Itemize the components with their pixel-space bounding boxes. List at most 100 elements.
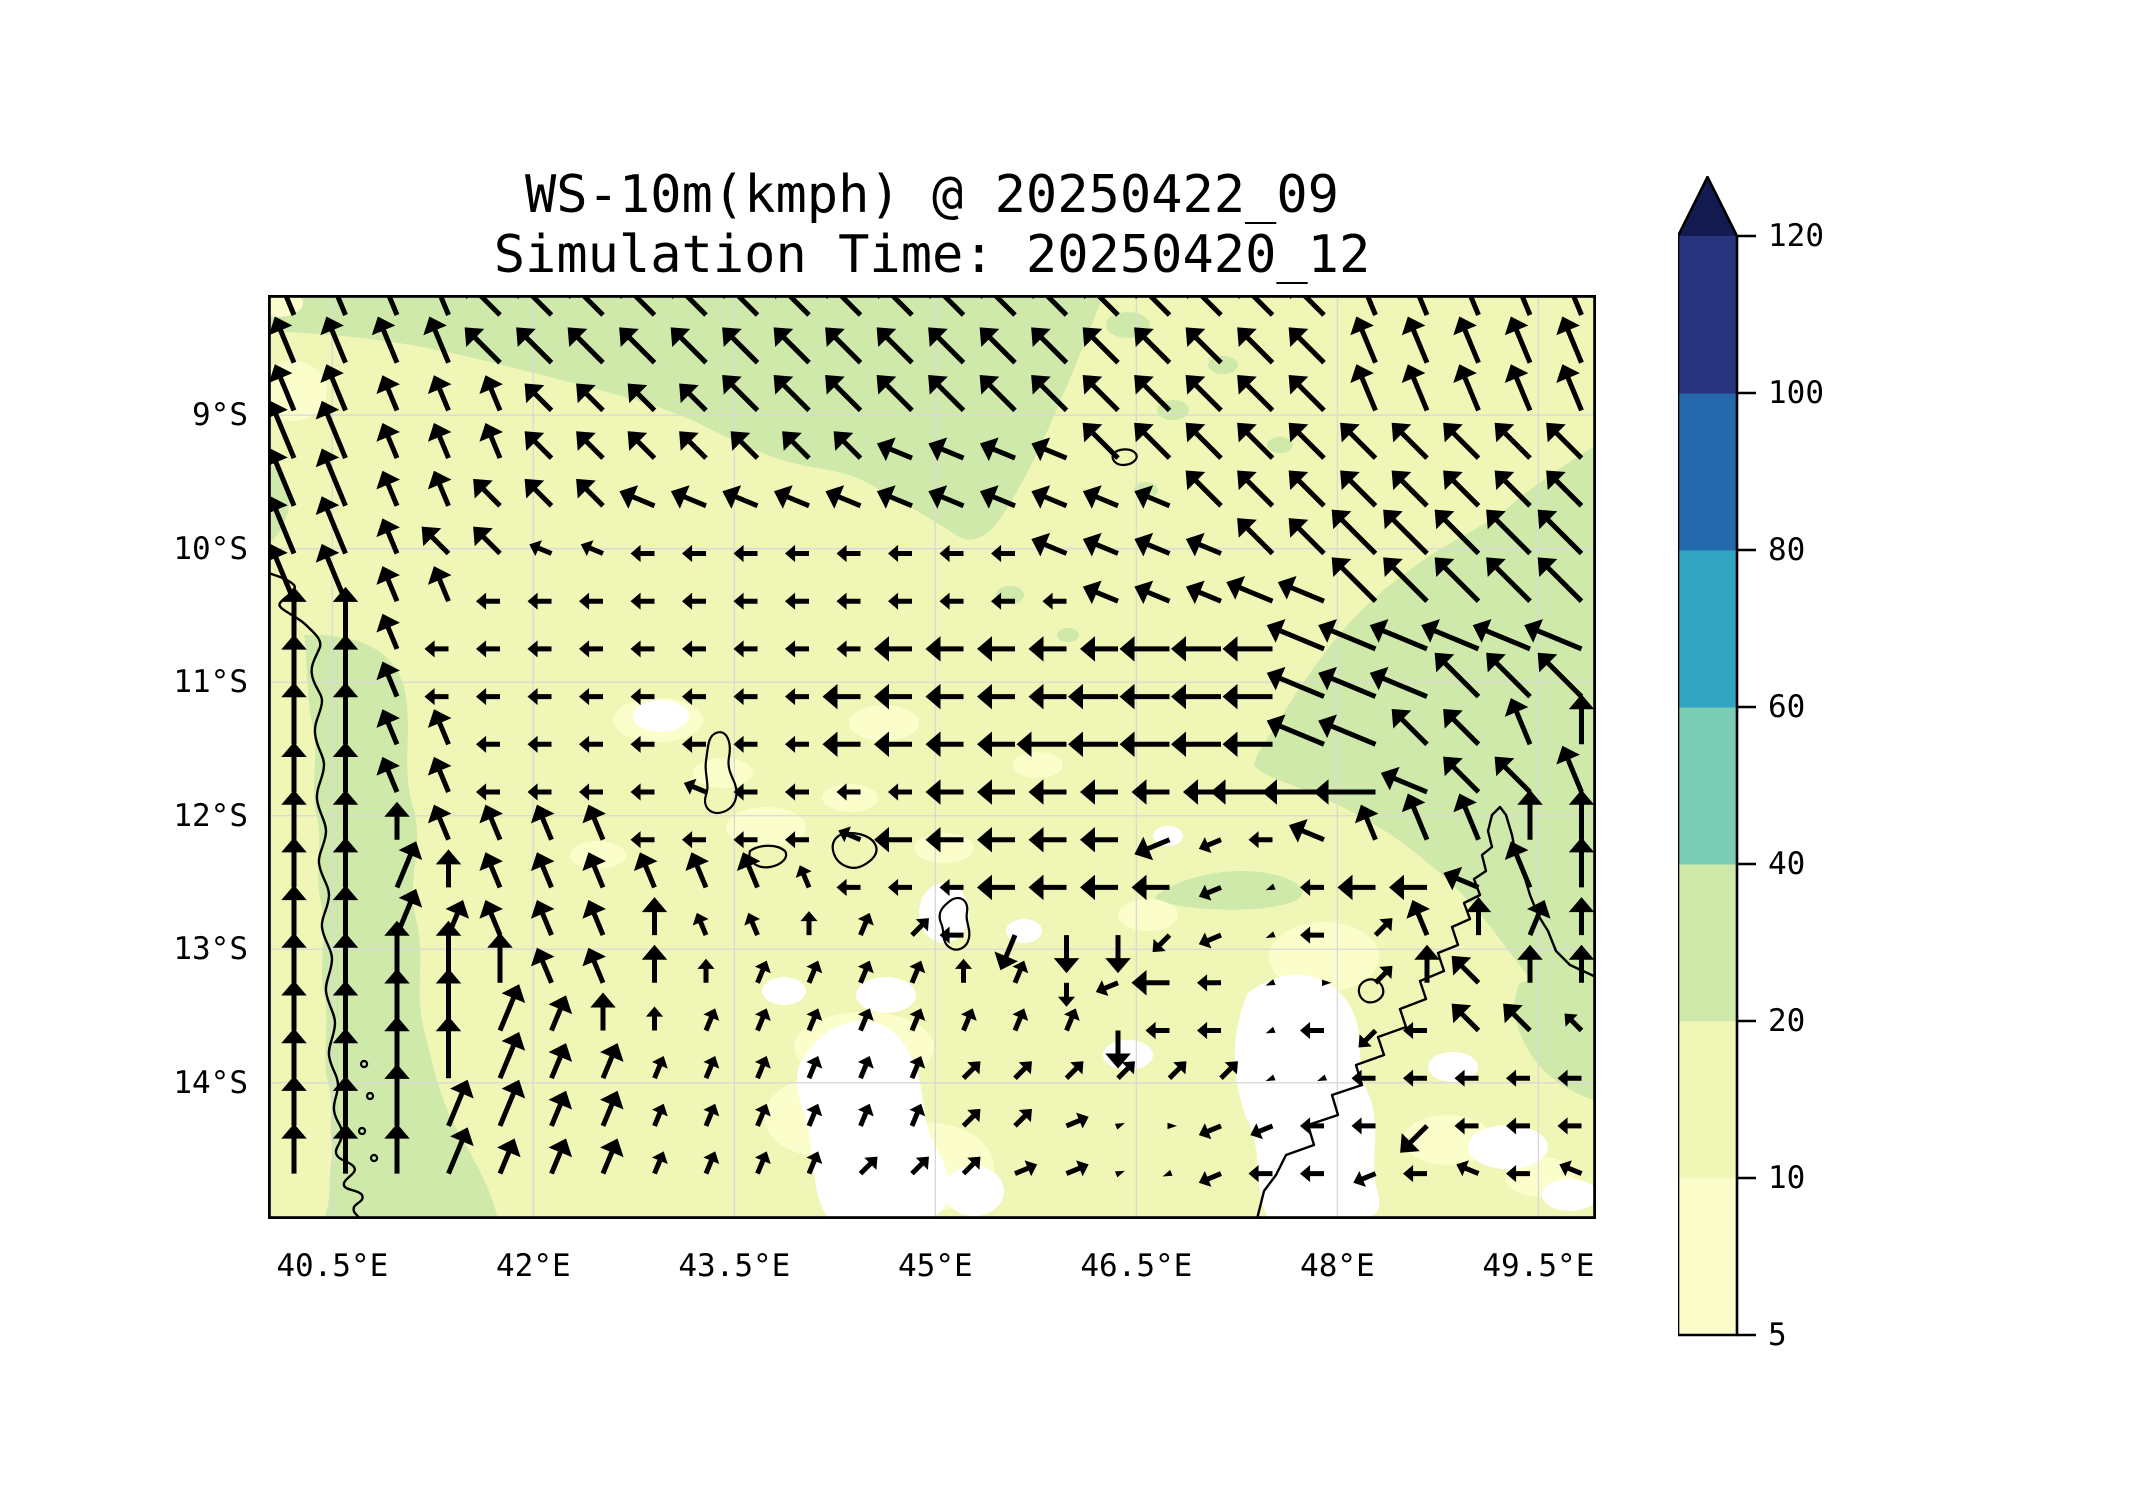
wind-arrow xyxy=(627,431,657,460)
white-bottom-center xyxy=(796,1021,949,1217)
wind-arrow xyxy=(281,1028,307,1079)
wind-arrow xyxy=(1517,789,1543,840)
wind-arrow xyxy=(1337,874,1376,901)
wind-arrow xyxy=(960,1008,977,1032)
colorbar-tick-label: 80 xyxy=(1768,532,1806,568)
wind-arrow xyxy=(1443,470,1481,508)
wind-arrow xyxy=(1300,1165,1324,1183)
wind-arrow xyxy=(1185,422,1223,460)
colorbar-segment xyxy=(1678,1021,1737,1179)
wind-arrow xyxy=(315,400,348,460)
wind-arrow xyxy=(641,897,668,936)
wind-arrow xyxy=(876,375,914,413)
wind-arrow xyxy=(579,592,603,610)
wind-arrow xyxy=(800,911,818,936)
wind-arrow xyxy=(876,485,913,509)
wind-arrow xyxy=(909,960,926,984)
wind-arrow xyxy=(1456,1160,1480,1177)
wind-arrow xyxy=(473,526,502,556)
wind-arrow xyxy=(1167,1061,1187,1080)
wind-arrow xyxy=(332,789,359,840)
colorbar-tick-label: 20 xyxy=(1768,1003,1806,1039)
wind-arrow xyxy=(1063,1008,1080,1032)
wind-arrow xyxy=(427,804,452,841)
pale-spot xyxy=(849,705,919,741)
wind-arrow xyxy=(1265,883,1276,891)
wind-arrow xyxy=(961,1061,981,1080)
wind-arrow xyxy=(600,1090,624,1127)
wind-arrow xyxy=(1351,1069,1376,1087)
wind-arrow xyxy=(332,932,359,983)
wind-arrow xyxy=(1134,532,1171,557)
wind-arrow xyxy=(785,688,809,706)
x-tick-label: 42°E xyxy=(496,1248,571,1284)
wind-arrow xyxy=(928,485,965,509)
wind-arrow xyxy=(836,783,861,801)
wind-arrow xyxy=(1131,874,1170,901)
wind-arrow xyxy=(1134,580,1171,605)
wind-arrow xyxy=(1237,470,1275,508)
wind-arrow xyxy=(1171,683,1221,710)
wind-arrow xyxy=(979,327,1017,365)
white-spot xyxy=(1468,1125,1548,1169)
wind-arrow xyxy=(1064,1061,1084,1080)
y-tick-label: 11°S xyxy=(173,664,248,701)
wind-arrow xyxy=(1504,295,1533,316)
wind-arrow xyxy=(476,783,500,801)
wind-arrow xyxy=(733,831,758,849)
wind-arrow xyxy=(977,683,1015,710)
wind-arrow xyxy=(979,375,1017,413)
wind-arrow xyxy=(579,735,603,753)
quirimbas-islets-island xyxy=(357,1059,379,1163)
wind-arrow xyxy=(1219,1061,1238,1080)
wind-arrow xyxy=(1391,470,1429,508)
wind-arrow xyxy=(682,831,706,849)
wind-arrow xyxy=(928,295,966,317)
wind-arrow xyxy=(1119,683,1170,710)
wind-arrow xyxy=(630,592,655,610)
wind-arrow xyxy=(548,1090,573,1127)
wind-arrow xyxy=(722,327,760,365)
wind-arrow xyxy=(1031,485,1068,509)
wind-arrow xyxy=(1080,779,1118,805)
wind-arrow xyxy=(332,586,359,649)
wind-arrow xyxy=(1134,295,1172,317)
wind-arrow xyxy=(394,888,423,937)
wind-arrow xyxy=(384,1123,410,1174)
colorbar-segment xyxy=(1678,1178,1737,1336)
wind-arrow xyxy=(961,1156,981,1176)
wind-arrow xyxy=(1105,935,1131,974)
wind-arrow xyxy=(722,485,759,509)
wind-arrow xyxy=(1226,576,1274,604)
wind-arrow xyxy=(332,885,359,936)
wind-arrow xyxy=(1451,1003,1481,1033)
wind-arrow xyxy=(1380,766,1428,795)
wind-arrow xyxy=(785,783,809,801)
wind-arrow xyxy=(281,682,307,745)
wind-arrow xyxy=(910,1156,929,1176)
wind-arrow xyxy=(1517,944,1543,983)
wind-arrow xyxy=(281,634,307,697)
wind-arrow xyxy=(1403,1069,1427,1087)
wind-arrow xyxy=(427,422,452,460)
wind-arrow xyxy=(1171,636,1221,662)
mayotte-island xyxy=(938,896,971,951)
wind-arrow xyxy=(1401,295,1430,316)
wind-arrow xyxy=(979,485,1016,509)
wind-arrow xyxy=(754,1151,771,1175)
wind-arrow xyxy=(683,778,707,795)
wind-arrow xyxy=(376,566,400,603)
colorbar-tick-label: 5 xyxy=(1768,1317,1787,1353)
wind-arrow xyxy=(692,912,709,937)
wind-arrow xyxy=(281,932,307,983)
green-streak-mid xyxy=(1155,871,1303,910)
wind-arrow xyxy=(527,735,552,753)
wind-arrow xyxy=(627,383,657,413)
wind-arrow xyxy=(1350,364,1378,412)
wind-arrow xyxy=(1248,831,1273,849)
wind-arrow xyxy=(1185,580,1222,605)
wind-arrow xyxy=(1389,874,1427,901)
wind-arrow xyxy=(1162,1169,1173,1177)
wind-arrow xyxy=(928,327,966,365)
wind-arrow xyxy=(384,801,410,840)
